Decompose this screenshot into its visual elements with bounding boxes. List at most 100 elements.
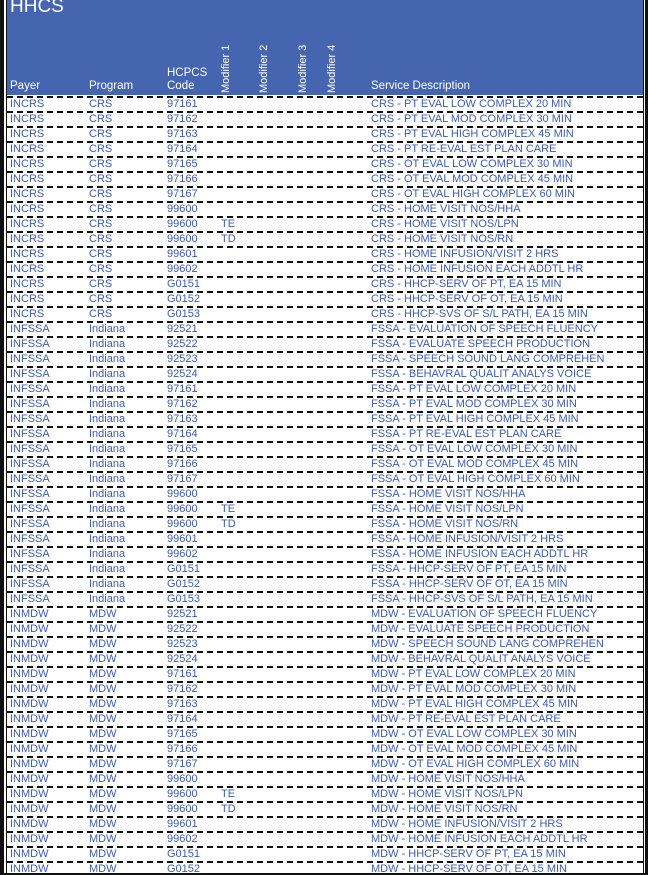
cell-program: Indiana: [89, 383, 126, 395]
cell-payer: INCRS: [10, 188, 45, 200]
table-row[interactable]: INFSSA Indiana 99602 FSSA - HOME INFUSION E…: [7, 546, 643, 561]
table-row[interactable]: INFSSA Indiana 99600 TD FSSA - HOME VISIT NO…: [7, 516, 643, 531]
table-row[interactable]: INCRS CRS 97162 CRS - PT EVAL MOD COMPLEX 3…: [7, 111, 643, 126]
table-row[interactable]: INMDW MDW G0151 MDW - HHCP-SERV OF PT, EA 1…: [7, 846, 643, 861]
cell-hcpcs-code: 99600: [167, 203, 198, 215]
cell-hcpcs-code: 99602: [167, 263, 198, 275]
cell-program: MDW: [89, 743, 117, 755]
table-row[interactable]: INFSSA Indiana 99600 FSSA - HOME VISIT NOS/…: [7, 486, 643, 501]
cell-program: MDW: [89, 773, 117, 785]
table-row[interactable]: INMDW MDW 92523 MDW - SPEECH SOUND LANG COM…: [7, 636, 643, 651]
table-row[interactable]: INMDW MDW 92524 MDW - BEHAVRAL QUALIT ANALY…: [7, 651, 643, 666]
col-modifier-1[interactable]: Modifier 1: [220, 44, 232, 93]
cell-payer: INCRS: [10, 308, 45, 320]
cell-payer: INFSSA: [10, 533, 50, 545]
cell-program: MDW: [89, 728, 117, 740]
table-row[interactable]: INMDW MDW 97161 MDW - PT EVAL LOW COMPLEX 2…: [7, 666, 643, 681]
table-row[interactable]: INFSSA Indiana 92523 FSSA - SPEECH SOUND LA…: [7, 351, 643, 366]
cell-service-description: MDW - OT EVAL MOD COMPLEX 45 MIN: [371, 743, 578, 755]
cell-program: MDW: [89, 833, 117, 845]
cell-service-description: FSSA - HHCP-SERV OF PT, EA 15 MIN: [371, 563, 567, 575]
col-program[interactable]: Program: [89, 80, 134, 92]
cell-program: MDW: [89, 608, 117, 620]
table-row[interactable]: INCRS CRS 97166 CRS - OT EVAL MOD COMPLEX 4…: [7, 171, 643, 186]
table-row[interactable]: INMDW MDW 97162 MDW - PT EVAL MOD COMPLEX 3…: [7, 681, 643, 696]
cell-hcpcs-code: G0152: [167, 293, 201, 305]
cell-service-description: MDW - PT EVAL MOD COMPLEX 30 MIN: [371, 683, 577, 695]
table-row[interactable]: INFSSA Indiana 97164 FSSA - PT RE-EVAL EST …: [7, 426, 643, 441]
table-row[interactable]: INFSSA Indiana 97162 FSSA - PT EVAL MOD COM…: [7, 396, 643, 411]
col-modifier-2[interactable]: Modifier 2: [258, 44, 270, 93]
cell-program: MDW: [89, 638, 117, 650]
table-row[interactable]: INMDW MDW 99602 MDW - HOME INFUSION EACH AD…: [7, 831, 643, 846]
table-row[interactable]: INCRS CRS 97161 CRS - PT EVAL LOW COMPLEX 2…: [7, 96, 643, 111]
col-service-description[interactable]: Service Description: [371, 80, 471, 92]
cell-service-description: FSSA - HOME VISIT NOS/HHA: [371, 488, 526, 500]
table-row[interactable]: INFSSA Indiana G0151 FSSA - HHCP-SERV OF PT…: [7, 561, 643, 576]
table-row[interactable]: INFSSA Indiana 92521 FSSA - EVALUATION OF S…: [7, 321, 643, 336]
sheet-title: HHCS: [10, 0, 64, 17]
cell-program: Indiana: [89, 473, 126, 485]
table-row[interactable]: INMDW MDW 92521 MDW - EVALUATION OF SPEECH …: [7, 606, 643, 621]
table-row[interactable]: INFSSA Indiana 97161 FSSA - PT EVAL LOW COM…: [7, 381, 643, 396]
table-row[interactable]: INCRS CRS 97164 CRS - PT RE-EVAL EST PLAN C…: [7, 141, 643, 156]
col-modifier-3[interactable]: Modifier 3: [297, 44, 309, 93]
table-row[interactable]: INCRS CRS G0153 CRS - HHCP-SVS OF S/L PATH,…: [7, 306, 643, 321]
cell-service-description: MDW - HHCP-SERV OF OT, EA 15 MIN: [371, 863, 567, 875]
table-row[interactable]: INMDW MDW 99600 MDW - HOME VISIT NOS/HHA: [7, 771, 643, 786]
cell-payer: INFSSA: [10, 563, 50, 575]
cell-program: Indiana: [89, 593, 126, 605]
table-row[interactable]: INFSSA Indiana 99600 TE FSSA - HOME VISIT NO…: [7, 501, 643, 516]
table-row[interactable]: INMDW MDW 97166 MDW - OT EVAL MOD COMPLEX 4…: [7, 741, 643, 756]
table-row[interactable]: INCRS CRS G0152 CRS - HHCP-SERV OF OT, EA 1…: [7, 291, 643, 306]
table-row[interactable]: INFSSA Indiana G0152 FSSA - HHCP-SERV OF OT…: [7, 576, 643, 591]
cell-hcpcs-code: 92524: [167, 368, 198, 380]
cell-payer: INMDW: [10, 728, 49, 740]
table-row[interactable]: INFSSA Indiana 92522 FSSA - EVALUATE SPEECH…: [7, 336, 643, 351]
table-row[interactable]: INCRS CRS 99600 TD CRS - HOME VISIT NOS/RN: [7, 231, 643, 246]
table-row[interactable]: INMDW MDW 97165 MDW - OT EVAL LOW COMPLEX 3…: [7, 726, 643, 741]
table-row[interactable]: INCRS CRS 97165 CRS - OT EVAL LOW COMPLEX 3…: [7, 156, 643, 171]
table-row[interactable]: INFSSA Indiana 97166 FSSA - OT EVAL MOD COM…: [7, 456, 643, 471]
table-row[interactable]: INFSSA Indiana 99601 FSSA - HOME INFUSION/V…: [7, 531, 643, 546]
table-row[interactable]: INCRS CRS G0151 CRS - HHCP-SERV OF PT, EA 1…: [7, 276, 643, 291]
cell-payer: INFSSA: [10, 503, 50, 515]
table-row[interactable]: INFSSA Indiana 97163 FSSA - PT EVAL HIGH CO…: [7, 411, 643, 426]
table-row[interactable]: INMDW MDW 99600 TD MDW - HOME VISIT NOS/RN: [7, 801, 643, 816]
cell-program: Indiana: [89, 533, 126, 545]
cell-service-description: FSSA - PT EVAL HIGH COMPLEX 45 MIN: [371, 413, 579, 425]
col-modifier-4[interactable]: Modifier 4: [326, 44, 338, 93]
table-row[interactable]: INCRS CRS 99602 CRS - HOME INFUSION EACH AD…: [7, 261, 643, 276]
cell-service-description: FSSA - OT EVAL HIGH COMPLEX 60 MIN: [371, 473, 580, 485]
table-row[interactable]: INCRS CRS 99600 CRS - HOME VISIT NOS/HHA: [7, 201, 643, 216]
cell-program: MDW: [89, 623, 117, 635]
cell-program: CRS: [89, 278, 113, 290]
cell-service-description: CRS - HHCP-SERV OF PT, EA 15 MIN: [371, 278, 562, 290]
table-row[interactable]: INMDW MDW 97163 MDW - PT EVAL HIGH COMPLEX …: [7, 696, 643, 711]
cell-program: CRS: [89, 308, 113, 320]
table-row[interactable]: INFSSA Indiana 97167 FSSA - OT EVAL HIGH CO…: [7, 471, 643, 486]
table-row[interactable]: INCRS CRS 97167 CRS - OT EVAL HIGH COMPLEX …: [7, 186, 643, 201]
cell-hcpcs-code: 97166: [167, 458, 198, 470]
cell-hcpcs-code: 92523: [167, 638, 198, 650]
table-row[interactable]: INMDW MDW 99601 MDW - HOME INFUSION/VISIT 2…: [7, 816, 643, 831]
table-row[interactable]: INMDW MDW 97167 MDW - OT EVAL HIGH COMPLEX …: [7, 756, 643, 771]
table-row[interactable]: INFSSA Indiana G0153 FSSA - HHCP-SVS OF S/L…: [7, 591, 643, 606]
col-payer[interactable]: Payer: [10, 80, 41, 92]
table-row[interactable]: INCRS CRS 99601 CRS - HOME INFUSION/VISIT 2…: [7, 246, 643, 261]
table-row[interactable]: INMDW MDW G0152 MDW - HHCP-SERV OF OT, EA 1…: [7, 861, 643, 875]
cell-payer: INCRS: [10, 203, 45, 215]
table: HHCS Payer Program HCPCS Code Modifier 1…: [6, 0, 644, 873]
table-row[interactable]: INMDW MDW 92522 MDW - EVALUATE SPEECH PRODU…: [7, 621, 643, 636]
table-row[interactable]: INCRS CRS 97163 CRS - PT EVAL HIGH COMPLEX …: [7, 126, 643, 141]
table-row[interactable]: INCRS CRS 99600 TE CRS - HOME VISIT NOS/LPN: [7, 216, 643, 231]
cell-service-description: MDW - HOME VISIT NOS/HHA: [371, 773, 525, 785]
cell-payer: INMDW: [10, 713, 49, 725]
cell-payer: INMDW: [10, 863, 49, 875]
table-row[interactable]: INFSSA Indiana 92524 FSSA - BEHAVRAL QUALIT…: [7, 366, 643, 381]
col-hcpcs-code[interactable]: HCPCS Code: [167, 67, 208, 92]
table-row[interactable]: INFSSA Indiana 97165 FSSA - OT EVAL LOW COM…: [7, 441, 643, 456]
table-row[interactable]: INMDW MDW 99600 TE MDW - HOME VISIT NOS/LPN: [7, 786, 643, 801]
table-row[interactable]: INMDW MDW 97164 MDW - PT RE-EVAL EST PLAN C…: [7, 711, 643, 726]
cell-program: CRS: [89, 98, 113, 110]
